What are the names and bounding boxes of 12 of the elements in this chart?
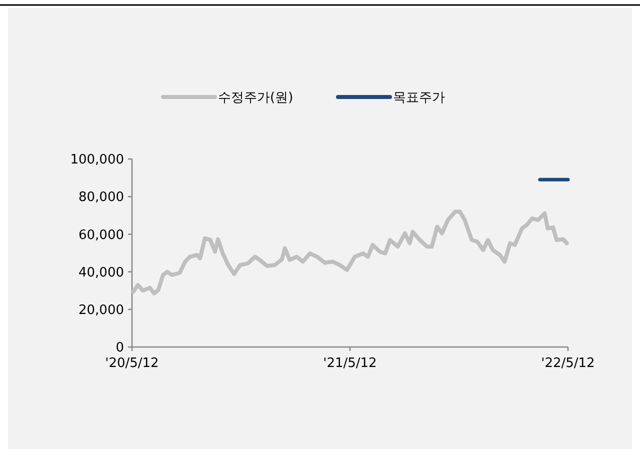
x-tick-label: '20/5/12: [105, 356, 159, 371]
y-tick-label: 20,000: [78, 302, 124, 318]
y-tick-label: 100,000: [70, 152, 124, 168]
x-tick-label: '21/5/12: [323, 356, 377, 371]
y-tick-label: 80,000: [78, 190, 124, 206]
legend-label: 목표주가: [393, 90, 445, 106]
y-tick-label: 40,000: [78, 265, 124, 280]
y-tick-label: 0: [116, 340, 124, 356]
legend-label: 수정주가(원): [218, 90, 294, 106]
y-tick-label: 60,000: [78, 228, 124, 243]
line-series: [131, 210, 569, 296]
x-tick-label: '22/5/12: [541, 356, 595, 371]
